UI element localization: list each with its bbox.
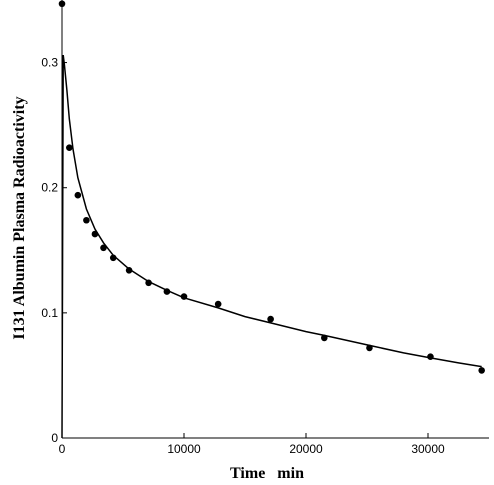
- data-point: [74, 191, 82, 199]
- fit-curve: [61, 54, 482, 439]
- data-point: [427, 353, 434, 360]
- data-point: [214, 300, 222, 308]
- y-tick-label: 0.3: [41, 56, 58, 70]
- data-point: [83, 216, 90, 224]
- x-axis-title: Time min: [230, 465, 304, 482]
- y-tick-label: 0.2: [41, 181, 58, 195]
- data-point: [100, 244, 107, 252]
- data-points: [58, 0, 485, 374]
- data-point: [478, 367, 485, 374]
- data-point: [267, 315, 274, 323]
- x-tick-label: 20000: [289, 442, 323, 456]
- y-axis-title: I131 Albumin Plasma Radioactivity: [11, 96, 28, 339]
- data-point: [180, 293, 188, 300]
- y-tick-label: 0.1: [41, 306, 58, 320]
- x-ticks: 0 10000 20000 30000: [59, 433, 445, 456]
- data-point: [163, 288, 171, 295]
- data-point: [58, 0, 66, 8]
- x-tick-label: 10000: [167, 442, 201, 456]
- data-point: [321, 334, 328, 342]
- data-point: [145, 279, 152, 287]
- x-tick-label: 30000: [411, 442, 445, 456]
- data-point: [66, 144, 73, 151]
- data-point: [109, 254, 117, 262]
- data-point: [91, 230, 99, 238]
- y-ticks: 0 0.1 0.2 0.3: [41, 56, 67, 445]
- x-tick-label: 0: [59, 442, 66, 456]
- data-point: [125, 267, 133, 274]
- data-point: [366, 344, 373, 352]
- y-tick-label: 0: [51, 431, 58, 445]
- plot-area: [61, 0, 489, 439]
